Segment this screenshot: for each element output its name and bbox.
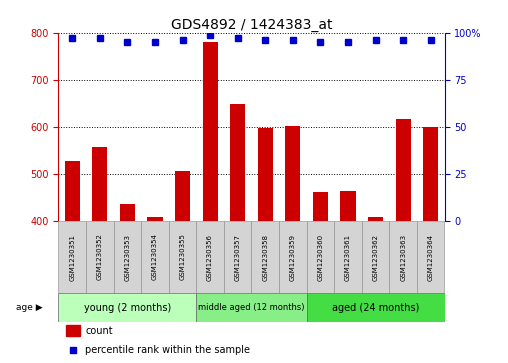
Bar [396, 119, 410, 221]
Bar [307, 221, 334, 293]
Bar [86, 221, 114, 293]
Bar [307, 293, 444, 322]
Text: GSM1230360: GSM1230360 [318, 233, 324, 281]
Text: GSM1230358: GSM1230358 [262, 233, 268, 281]
Bar [423, 127, 438, 221]
Text: GSM1230354: GSM1230354 [152, 233, 158, 281]
Bar [313, 192, 328, 221]
Bar [258, 128, 273, 221]
Bar [230, 104, 245, 221]
Bar [417, 221, 444, 293]
Bar [120, 204, 135, 221]
Bar [147, 217, 163, 221]
Bar [169, 221, 196, 293]
Text: GSM1230362: GSM1230362 [372, 233, 378, 281]
Bar [203, 42, 217, 221]
Bar [175, 171, 190, 221]
Bar [285, 126, 300, 221]
Text: percentile rank within the sample: percentile rank within the sample [85, 345, 250, 355]
Text: GSM1230361: GSM1230361 [345, 233, 351, 281]
Bar [196, 293, 307, 322]
Bar [368, 217, 383, 221]
Text: age ▶: age ▶ [16, 303, 43, 312]
Text: GSM1230363: GSM1230363 [400, 233, 406, 281]
Text: young (2 months): young (2 months) [84, 302, 171, 313]
Bar [65, 161, 80, 221]
Text: GSM1230357: GSM1230357 [235, 233, 241, 281]
Bar [58, 293, 196, 322]
Bar [251, 221, 279, 293]
Bar [66, 326, 80, 335]
Bar [362, 221, 389, 293]
Text: GSM1230355: GSM1230355 [179, 233, 185, 281]
Text: GSM1230356: GSM1230356 [207, 233, 213, 281]
Bar [92, 147, 107, 221]
Bar [196, 221, 224, 293]
Title: GDS4892 / 1424383_at: GDS4892 / 1424383_at [171, 18, 332, 32]
Bar [141, 221, 169, 293]
Text: GSM1230359: GSM1230359 [290, 233, 296, 281]
Bar [114, 221, 141, 293]
Text: GSM1230351: GSM1230351 [69, 233, 75, 281]
Bar [224, 221, 251, 293]
Text: GSM1230353: GSM1230353 [124, 233, 131, 281]
Text: aged (24 months): aged (24 months) [332, 302, 419, 313]
Bar [279, 221, 307, 293]
Text: count: count [85, 326, 113, 335]
Bar [340, 191, 356, 221]
Bar [389, 221, 417, 293]
Text: GSM1230364: GSM1230364 [428, 233, 434, 281]
Text: middle aged (12 months): middle aged (12 months) [198, 303, 305, 312]
Bar [58, 221, 86, 293]
Text: GSM1230352: GSM1230352 [97, 233, 103, 281]
Bar [334, 221, 362, 293]
